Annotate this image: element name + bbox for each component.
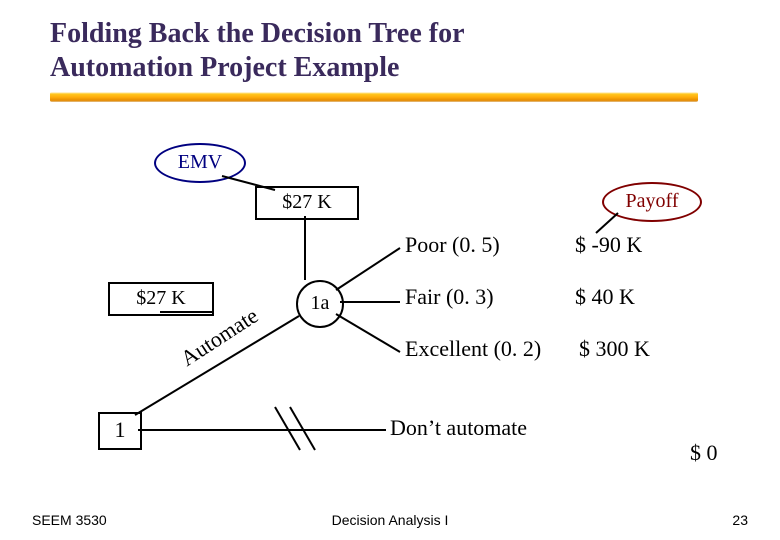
payoff-connector-line: [596, 213, 618, 233]
prune-slash-2: [290, 407, 315, 450]
chance-node-1a: 1a: [296, 280, 344, 328]
left-value-text: $27 K: [136, 287, 185, 309]
branch-payoff-0: $ -90 K: [575, 232, 642, 258]
decision-node-1-text: 1: [115, 417, 126, 442]
top-value-box: $27 K: [255, 186, 359, 220]
branch-label-2: Excellent (0. 2): [405, 336, 541, 362]
footer-right: 23: [732, 512, 748, 528]
branch-label-0: Poor (0. 5): [405, 232, 500, 258]
branch-line-2: [336, 314, 400, 352]
top-value-text: $27 K: [282, 191, 331, 213]
chance-node-1a-text: 1a: [311, 292, 330, 314]
left-value-box: $27 K: [108, 282, 214, 316]
decision-node-1: 1: [98, 412, 142, 450]
branch-label-1: Fair (0. 3): [405, 284, 494, 310]
title-underline: [50, 92, 698, 102]
dont-automate-payoff: $ 0: [690, 440, 718, 466]
slide-title-line1: Folding Back the Decision Tree for: [50, 18, 465, 50]
emv-bubble: EMV: [154, 143, 246, 183]
branch-payoff-1: $ 40 K: [575, 284, 635, 310]
payoff-label: Payoff: [626, 190, 679, 212]
slide-title-line2: Automation Project Example: [50, 52, 399, 84]
emv-label: EMV: [178, 151, 222, 173]
prune-slash-1: [275, 407, 300, 450]
payoff-bubble: Payoff: [602, 182, 702, 222]
branch-payoff-2: $ 300 K: [579, 336, 650, 362]
branch-line-0: [336, 248, 400, 290]
dont-automate-label: Don’t automate: [390, 415, 527, 441]
footer-center: Decision Analysis I: [0, 512, 780, 528]
